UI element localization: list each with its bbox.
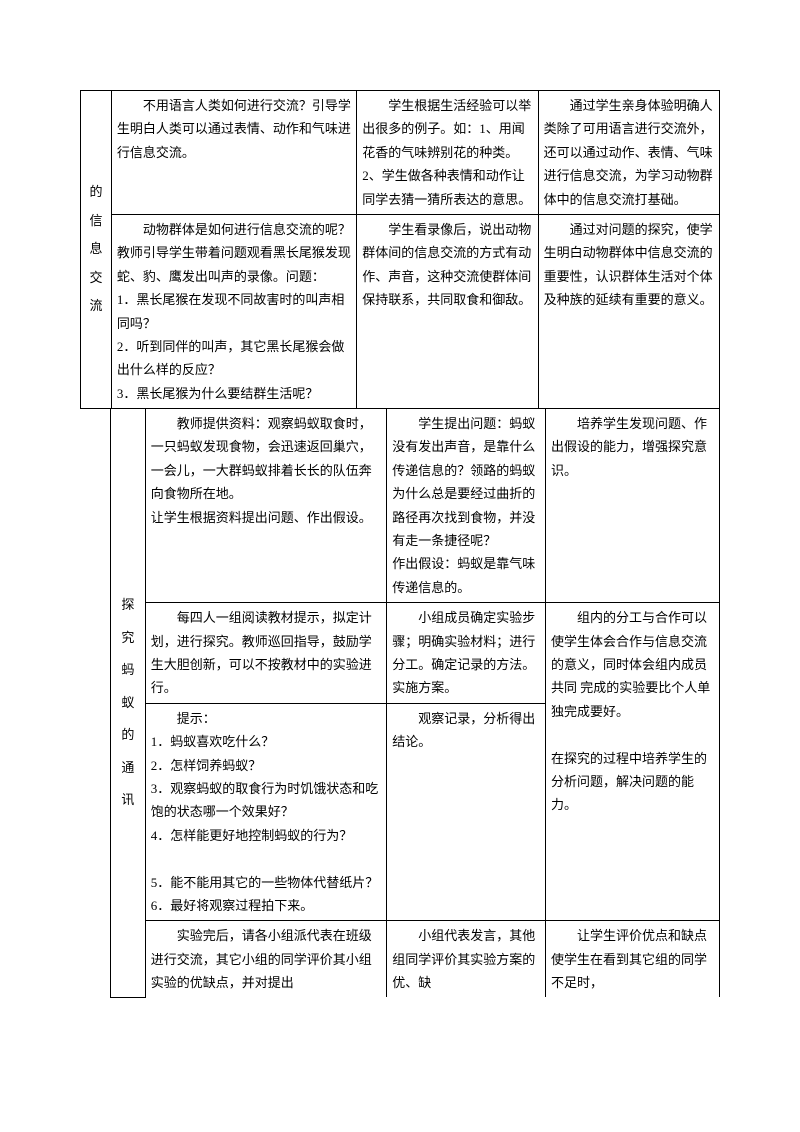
cell-content: 学生根据生活经验可以举出很多的例子。如：1、用闻花香的气味辨别花的种类。2、学生… [362,94,532,211]
student-activity-1: 学生根据生活经验可以举出很多的例子。如：1、用闻花香的气味辨别花的种类。2、学生… [357,91,538,215]
lesson-plan-table-2: 探究蚂蚁的通讯 教师提供资料：观察蚂蚁取食时，一只蚂蚁发现食物，会迅速返回巢穴，… [110,409,720,998]
cell-content: 动物群体是如何进行信息交流的呢？教师引导学生带着问题观看黑长尾猴发现蛇、豹、鹰发… [117,218,351,405]
student-activity-3: 学生提出问题：蚂蚁没有发出声音，是靠什么传递信息的？领路的蚂蚁为什么总是要经过曲… [387,409,546,603]
cell-content: 观察记录，分析得出结论。 [392,707,540,754]
cell-content: 小组成员确定实验步骤；明确实验材料；进行分工。确定记录的方法。 实施方案。 [392,606,540,700]
cell-content: 提示： 1．蚂蚁喜欢吃什么？ 2．怎样饲养蚂蚁？ 3．观察蚂蚁的取食行为时饥饿状… [151,707,381,918]
design-intent-2: 通过对问题的探究，使学生明白动物群体中信息交流的重要性，认识群体生活对个体及种族… [538,214,719,408]
student-activity-2: 学生看录像后，说出动物群体间的信息交流的方式有动作、声音，这种交流使群体间保持联… [357,214,538,408]
lesson-plan-table-1: 的信息交流 不用语言人类如何进行交流？引导学生明白人类可以通过表情、动作和气味进… [80,90,720,409]
cell-content: 通过对问题的探究，使学生明白动物群体中信息交流的重要性，认识群体生活对个体及种族… [544,218,714,312]
cell-content: 组内的分工与合作可以使学生体会合作与信息交流的意义，同时体会组内成员共同 完成的… [551,606,714,817]
design-intent-4: 组内的分工与合作可以使学生体会合作与信息交流的意义，同时体会组内成员共同 完成的… [545,603,719,921]
cell-content: 教师提供资料：观察蚂蚁取食时，一只蚂蚁发现食物，会迅速返回巢穴，一会儿，一大群蚂… [151,412,381,529]
section-header-ant-exploration: 探究蚂蚁的通讯 [111,409,146,997]
cell-content: 培养学生发现问题、作出假设的能力，增强探究意识。 [551,412,714,482]
cell-content: 每四人一组阅读教材提示，拟定计划，进行探究。教师巡回指导，鼓励学生大胆创新，可以… [151,606,381,700]
teacher-activity-1: 不用语言人类如何进行交流？引导学生明白人类可以通过表情、动作和气味进行信息交流。 [111,91,356,215]
student-activity-4a: 小组成员确定实验步骤；明确实验材料；进行分工。确定记录的方法。 实施方案。 [387,603,546,704]
teacher-activity-4a: 每四人一组阅读教材提示，拟定计划，进行探究。教师巡回指导，鼓励学生大胆创新，可以… [145,603,386,704]
design-intent-1: 通过学生亲身体验明确人类除了可用语言进行交流外，还可以通过动作、表情、气味进行信… [538,91,719,215]
header-text: 的信息交流 [86,178,106,321]
teacher-activity-3: 教师提供资料：观察蚂蚁取食时，一只蚂蚁发现食物，会迅速返回巢穴，一会儿，一大群蚂… [145,409,386,603]
student-activity-5: 小组代表发言，其他组同学评价其实验方案的优、缺 [387,921,546,998]
cell-content: 通过学生亲身体验明确人类除了可用语言进行交流外，还可以通过动作、表情、气味进行信… [544,94,714,211]
cell-content: 小组代表发言，其他组同学评价其实验方案的优、缺 [392,924,540,994]
section-header-info-exchange: 的信息交流 [81,91,112,409]
design-intent-3: 培养学生发现问题、作出假设的能力，增强探究意识。 [545,409,719,603]
teacher-activity-5: 实验完后，请各小组派代表在班级进行交流，其它小组的同学评价其小组实验的优缺点，并… [145,921,386,998]
cell-content: 实验完后，请各小组派代表在班级进行交流，其它小组的同学评价其小组实验的优缺点，并… [151,924,381,994]
design-intent-5: 让学生评价优点和缺点使学生在看到其它组的同学不足时， [545,921,719,998]
student-activity-4b: 观察记录，分析得出结论。 [387,703,546,921]
cell-content: 不用语言人类如何进行交流？引导学生明白人类可以通过表情、动作和气味进行信息交流。 [117,94,351,164]
cell-content: 学生提出问题：蚂蚁没有发出声音，是靠什么传递信息的？领路的蚂蚁为什么总是要经过曲… [392,412,540,599]
header-text: 探究蚂蚁的通讯 [116,589,140,817]
cell-content: 学生看录像后，说出动物群体间的信息交流的方式有动作、声音，这种交流使群体间保持联… [362,218,532,312]
teacher-activity-2: 动物群体是如何进行信息交流的呢？教师引导学生带着问题观看黑长尾猴发现蛇、豹、鹰发… [111,214,356,408]
teacher-activity-4b: 提示： 1．蚂蚁喜欢吃什么？ 2．怎样饲养蚂蚁？ 3．观察蚂蚁的取食行为时饥饿状… [145,703,386,921]
cell-content: 让学生评价优点和缺点使学生在看到其它组的同学不足时， [551,924,714,994]
